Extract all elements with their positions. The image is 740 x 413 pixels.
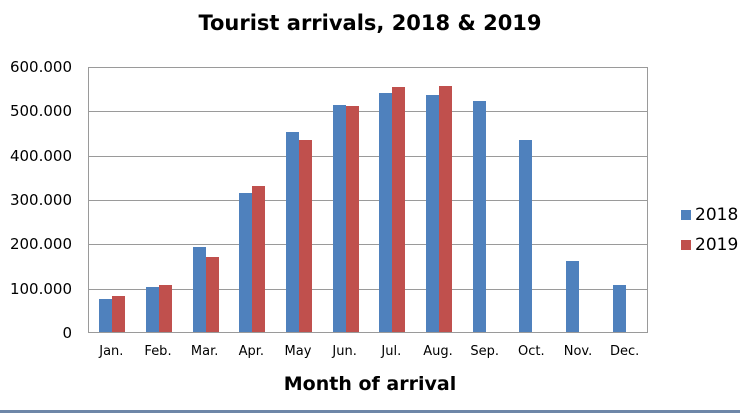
y-tick-label: 200.000 [9,235,72,254]
legend-item-2019: 2019 [681,230,738,260]
gridline [89,200,647,201]
y-tick-label: 300.000 [9,191,72,209]
x-tick-label: Jan. [99,344,124,359]
bar-2018-aug [426,94,439,332]
y-tick-label: 100.000 [9,279,72,298]
bar-2018-apr [239,192,253,332]
y-tick-label: 0 [62,324,72,342]
bar-2018-feb [146,286,159,332]
bar-2018-jun [332,105,346,332]
plot-area [88,67,648,333]
x-axis-title: Month of arrival [283,373,457,395]
bar-2018-may [286,132,299,332]
x-tick-label: Feb. [144,344,172,359]
bar-2018-jan [99,298,113,332]
bar-2018-nov [566,261,579,332]
bar-2018-jul [379,92,393,332]
x-tick-label: Sep. [470,344,499,359]
x-tick-label: Nov. [563,344,593,359]
x-tick-label: Oct. [518,344,545,359]
x-tick-label: Jun. [332,344,357,359]
bar-2019-jan [112,296,126,332]
x-tick-label: Apr. [238,344,265,359]
bar-2019-aug [439,86,452,332]
bar-2019-jun [345,105,359,332]
legend-label-2018: 2018 [695,205,739,225]
gridline [89,288,647,290]
y-tick-label: 600.000 [9,58,72,76]
bottom-border [0,410,740,413]
bar-2019-mar [205,257,219,332]
legend-label-2019: 2019 [695,235,739,255]
gridline [89,155,647,157]
x-tick-label: Mar. [190,344,219,359]
y-tick-label: 500.000 [9,102,72,121]
bar-2019-apr [252,186,266,332]
bar-2019-jul [392,87,406,332]
legend-swatch-2018 [681,210,691,220]
y-tick-label: 400.000 [9,146,72,165]
bar-2018-dec [612,285,626,332]
x-tick-label: Dec. [610,344,640,359]
bar-2018-oct [519,140,533,332]
legend: 2018 2019 [681,200,738,260]
legend-swatch-2019 [681,240,691,250]
chart-title: Tourist arrivals, 2018 & 2019 [198,11,542,35]
x-tick-label: Jul. [381,344,402,359]
x-tick-label: May [284,344,312,359]
bar-2018-sep [472,101,486,332]
legend-item-2018: 2018 [681,200,738,230]
x-tick-label: Aug. [423,344,453,359]
bar-2019-feb [159,285,172,332]
bar-2019-may [299,140,312,332]
gridline [89,111,647,113]
gridline [89,244,647,246]
bar-2018-mar [192,246,206,332]
